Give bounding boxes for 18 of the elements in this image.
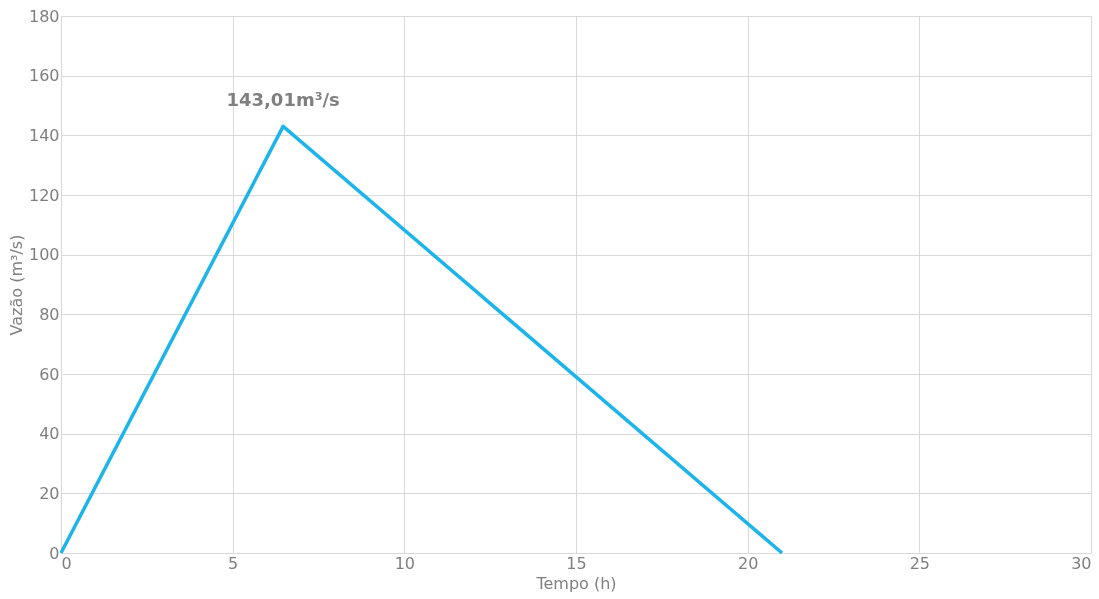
x-tick-label: 5 bbox=[228, 553, 239, 573]
y-tick-label: 100 bbox=[28, 245, 60, 265]
x-tick-label: 20 bbox=[737, 553, 759, 573]
y-tick-label: 80 bbox=[39, 304, 60, 324]
annotation: 143,01m³/s bbox=[226, 89, 340, 111]
x-tick-label: 30 bbox=[1071, 553, 1092, 573]
y-axis-title: Vazão (m³/s) bbox=[6, 234, 26, 336]
y-tick-label: 160 bbox=[28, 66, 60, 86]
y-tick-label: 60 bbox=[39, 364, 60, 384]
y-tick-label: 180 bbox=[28, 6, 60, 26]
x-tick-label: 25 bbox=[909, 553, 931, 573]
x-tick-label: 10 bbox=[394, 553, 416, 573]
y-tick-label: 140 bbox=[28, 125, 60, 145]
x-tick-label: 15 bbox=[566, 553, 587, 573]
y-tick-label: 120 bbox=[28, 185, 60, 205]
y-tick-label: 40 bbox=[39, 424, 60, 444]
y-tick-label: 20 bbox=[39, 483, 60, 503]
x-axis-title: Tempo (h) bbox=[535, 573, 617, 593]
